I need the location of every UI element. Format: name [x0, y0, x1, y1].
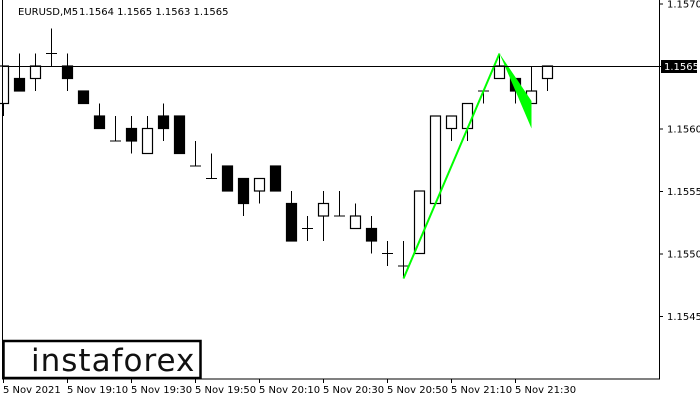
candle-body-bear [77, 90, 90, 105]
y-tick-label: 1.1570 [667, 0, 700, 11]
candle-body-bear [125, 127, 138, 142]
x-tick-label: 5 Nov 2021 [3, 385, 61, 396]
candle [445, 115, 458, 141]
candle-body-bull [413, 190, 426, 255]
candle [190, 141, 201, 167]
candle-body-bull [141, 127, 154, 155]
price-axis: 1.1570 1.1560 1.1555 1.1550 1.1545 [659, 0, 700, 323]
candle [365, 216, 378, 254]
candle [398, 241, 409, 279]
candle [61, 53, 74, 91]
candle-body-bear [285, 202, 298, 242]
candle-body-bull [493, 65, 506, 80]
candle [141, 116, 154, 155]
x-tick-label: 5 Nov 21:30 [515, 385, 576, 396]
candle-body-bull [349, 215, 362, 230]
candle-body-bull [0, 65, 10, 105]
candle [125, 116, 138, 154]
instaforex-logo: instaforex [2, 339, 202, 380]
time-axis: 5 Nov 2021 5 Nov 19:10 5 Nov 19:30 5 Nov 19… [3, 379, 576, 396]
candle [221, 165, 234, 192]
candle [157, 103, 170, 141]
candles [0, 28, 554, 279]
candle [29, 53, 42, 91]
candle [13, 53, 26, 92]
candle [46, 28, 57, 66]
candle-body-bull [253, 177, 266, 192]
logo-text: instaforex [31, 343, 195, 379]
x-tick-label: 5 Nov 20:30 [323, 385, 384, 396]
candle [110, 116, 121, 142]
x-tick-label: 5 Nov 20:50 [387, 385, 448, 396]
y-tick-label: 1.1550 [667, 250, 700, 261]
candle [413, 190, 426, 255]
bullish-flag-pattern [402, 53, 532, 279]
candle [541, 65, 554, 91]
current-price-tag [661, 60, 697, 73]
x-tick-label: 5 Nov 19:30 [131, 385, 192, 396]
candle-body-bull [29, 65, 42, 80]
candle-body-bear [365, 227, 378, 242]
x-tick-label: 5 Nov 19:10 [67, 385, 128, 396]
plot-frame [2, 0, 660, 380]
candle-body-bear [157, 115, 170, 130]
chart-header-symbol: EURUSD,M5 [18, 7, 78, 18]
candle-body-bull [461, 102, 474, 130]
candle-body-bull [541, 65, 554, 80]
y-tick-label: 1.1545 [667, 312, 700, 323]
y-tick-label: 1.1560 [667, 125, 700, 136]
candle [334, 191, 345, 217]
current-price-tag-text: 1.1565 [664, 62, 699, 73]
candle-body-bull [317, 202, 330, 217]
candle-body-bull [445, 115, 458, 130]
flag-shape [499, 53, 532, 129]
candle-body-bull [429, 115, 442, 205]
candle-body-bear [173, 115, 186, 155]
candle [349, 203, 362, 230]
candle-body-bear [13, 77, 26, 92]
candle-body-bear [269, 165, 282, 192]
candle [93, 103, 106, 130]
candle-body-bear [61, 65, 74, 80]
x-tick-label: 5 Nov 21:10 [451, 385, 512, 396]
candle [77, 90, 90, 105]
candle [429, 115, 442, 205]
x-tick-label: 5 Nov 20:10 [259, 385, 320, 396]
candle [302, 216, 313, 241]
chart-header-ohlc: 1.1564 1.1565 1.1563 1.1565 [79, 7, 229, 18]
candle [317, 191, 330, 241]
candle [173, 115, 186, 155]
candle [253, 177, 266, 204]
candle [237, 177, 250, 216]
candle [0, 65, 10, 116]
candle [285, 191, 298, 242]
candle [206, 153, 217, 179]
candle [269, 165, 282, 192]
flagpole-line [402, 53, 501, 279]
candle-body-bear [93, 115, 106, 130]
candle-body-bear [221, 165, 234, 192]
candle-body-bear [237, 177, 250, 205]
candle [382, 241, 393, 266]
y-tick-label: 1.1555 [667, 187, 700, 198]
x-tick-label: 5 Nov 19:50 [195, 385, 256, 396]
